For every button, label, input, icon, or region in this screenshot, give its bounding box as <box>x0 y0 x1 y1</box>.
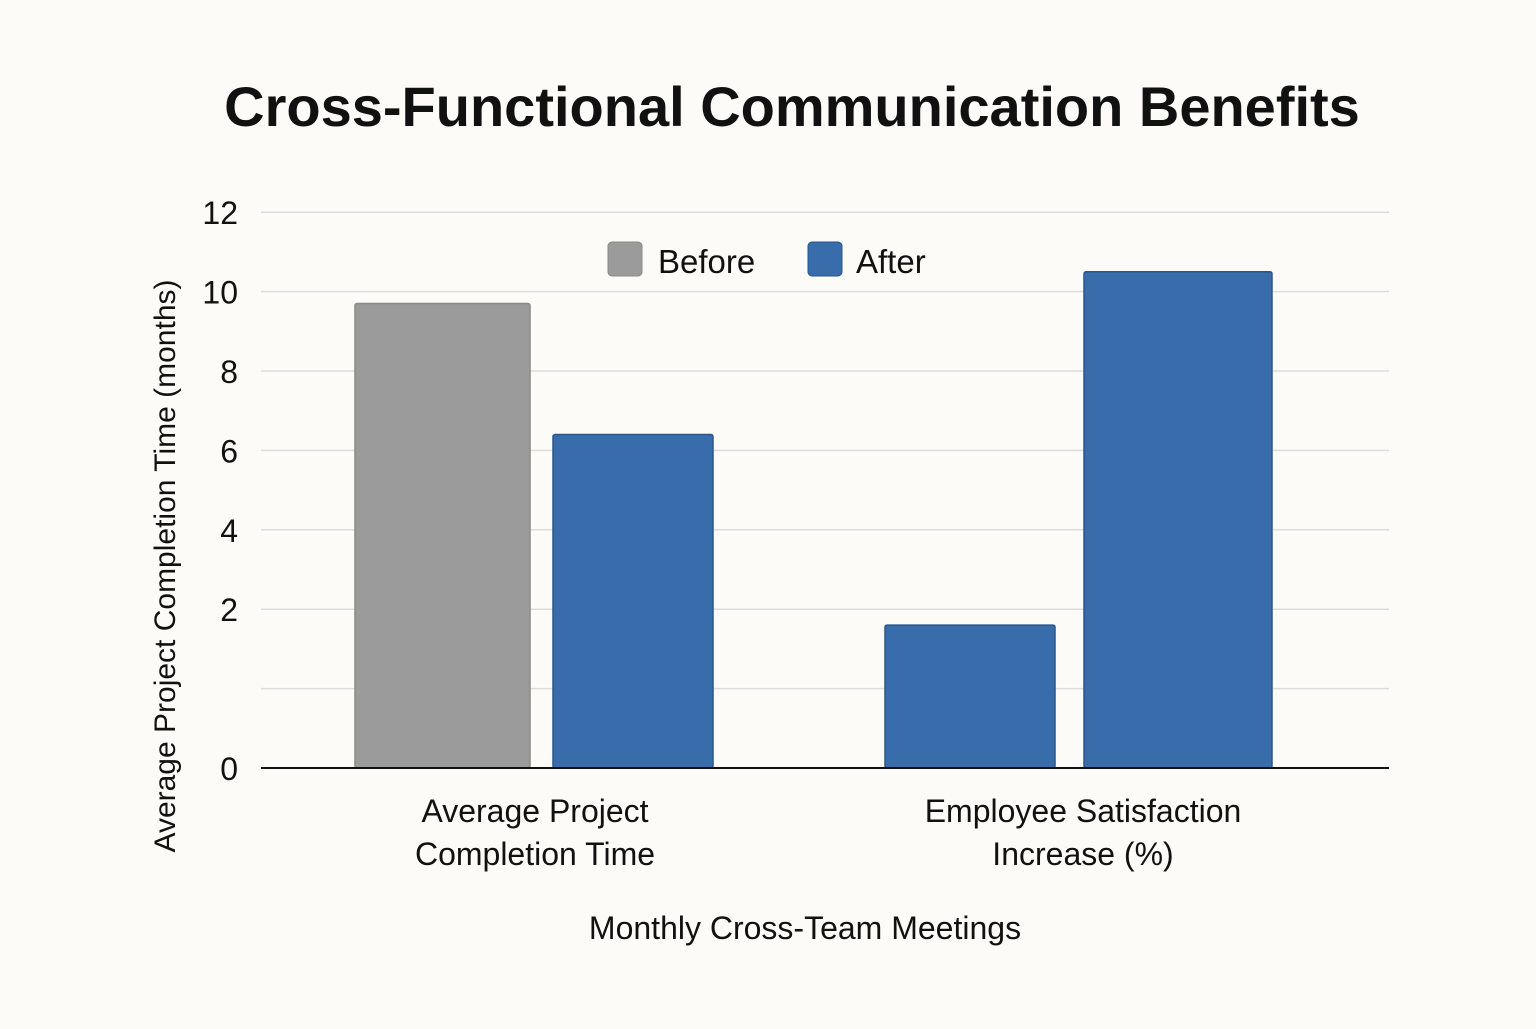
y-axis-label: Average Project Completion Time (months) <box>149 279 182 852</box>
bars <box>354 271 1273 769</box>
x-axis-ticks: Average Project Completion Time Employee S… <box>415 793 1241 872</box>
legend-label-before: Before <box>658 243 755 280</box>
x-tick-label: Average Project <box>421 793 648 829</box>
legend: Before After <box>607 241 926 280</box>
x-tick-label: Employee Satisfaction <box>925 793 1242 829</box>
y-tick-label: 2 <box>220 592 238 628</box>
chart-title: Cross-Functional Communication Benefits <box>224 75 1360 138</box>
bar-before-2 <box>884 624 1056 769</box>
legend-swatch-before <box>607 241 643 277</box>
legend-swatch-after <box>807 241 843 277</box>
bar-after-1 <box>552 433 714 769</box>
y-axis-ticks: 0 2 4 6 8 10 12 <box>202 195 238 787</box>
x-axis-label: Monthly Cross-Team Meetings <box>589 910 1021 946</box>
bar-before-1 <box>354 302 531 769</box>
y-tick-label: 10 <box>202 275 238 311</box>
y-tick-label: 8 <box>220 354 238 390</box>
x-tick-label: Increase (%) <box>992 836 1173 872</box>
y-tick-label: 0 <box>220 751 238 787</box>
y-tick-label: 4 <box>220 513 238 549</box>
legend-label-after: After <box>856 243 926 280</box>
bar-after-2 <box>1083 271 1273 769</box>
y-tick-label: 6 <box>220 433 238 469</box>
x-tick-label: Completion Time <box>415 836 655 872</box>
y-tick-label: 12 <box>202 195 238 231</box>
